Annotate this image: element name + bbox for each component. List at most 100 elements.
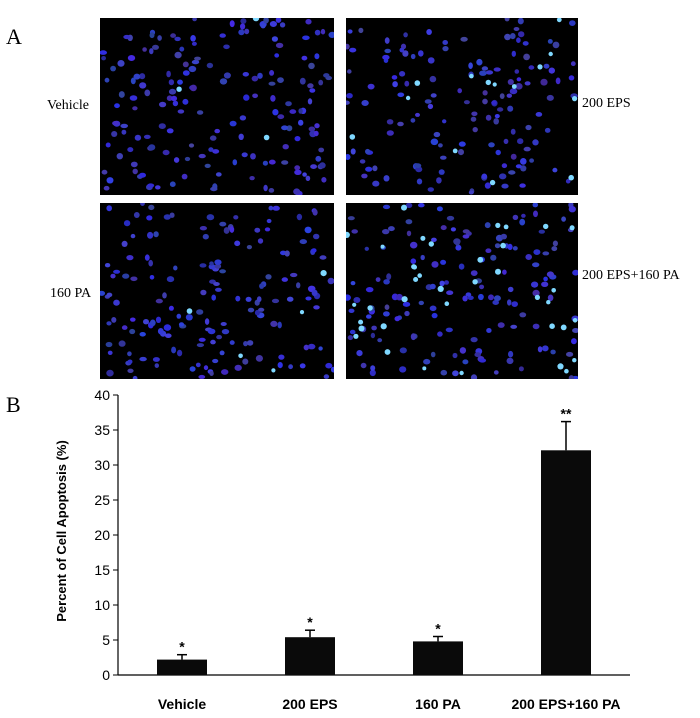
nucleus [149, 319, 156, 327]
nucleus [399, 347, 407, 354]
nucleus [246, 245, 252, 250]
nucleus [130, 317, 136, 322]
nucleus [106, 205, 112, 212]
nucleus [219, 221, 227, 227]
nucleus [213, 282, 220, 286]
nucleus [299, 77, 306, 85]
nucleus [485, 70, 494, 75]
nucleus [111, 317, 117, 323]
nucleus [305, 18, 312, 25]
nucleus [565, 178, 571, 184]
nucleus [415, 112, 420, 117]
nucleus [371, 325, 377, 331]
nucleus [510, 324, 518, 329]
nucleus [210, 339, 216, 345]
nucleus [113, 269, 121, 274]
nucleus [410, 53, 416, 60]
nucleus [446, 215, 455, 221]
nucleus [440, 225, 447, 231]
nucleus [514, 69, 520, 74]
nucleus [284, 250, 290, 257]
nucleus [152, 357, 160, 362]
nucleus [507, 105, 514, 112]
apoptotic-nucleus [551, 288, 556, 293]
nucleus [519, 218, 526, 226]
nucleus [133, 212, 140, 218]
micrograph-160-pa [100, 203, 334, 379]
nucleus [561, 216, 566, 222]
nucleus [221, 329, 230, 335]
significance-label: ** [561, 406, 572, 422]
nucleus [325, 362, 333, 369]
nucleus [251, 75, 259, 82]
nucleus [289, 109, 297, 114]
nucleus [397, 121, 404, 127]
nucleus [488, 294, 494, 301]
nucleus [347, 69, 352, 74]
nucleus [429, 283, 436, 290]
nucleus [200, 289, 207, 296]
image-label-200-eps-160-pa: 200 EPS+160 PA [582, 268, 680, 283]
nucleus [533, 210, 538, 218]
nucleus [121, 240, 128, 247]
nucleus [476, 58, 483, 66]
nucleus [399, 47, 405, 53]
nucleus [497, 322, 505, 328]
nucleus [386, 130, 394, 136]
nucleus [270, 320, 278, 327]
nucleus [568, 206, 576, 213]
nucleus [243, 94, 250, 101]
nucleus [272, 109, 279, 116]
nucleus [257, 72, 263, 79]
nucleus [346, 100, 350, 105]
nucleus [430, 138, 439, 146]
nucleus [405, 203, 413, 208]
nucleus [196, 343, 204, 348]
nucleus [436, 206, 443, 212]
nucleus [511, 301, 518, 307]
nucleus [383, 279, 390, 285]
nucleus [542, 251, 550, 256]
nucleus [238, 29, 245, 36]
nucleus [229, 226, 235, 233]
y-tick-label: 15 [94, 562, 110, 578]
apoptotic-nucleus [380, 323, 387, 330]
nucleus [410, 333, 416, 341]
nucleus [382, 204, 391, 210]
nucleus [258, 307, 265, 312]
nucleus [547, 294, 554, 302]
nucleus [130, 276, 138, 282]
nucleus [479, 70, 487, 76]
nucleus [568, 375, 575, 379]
nucleus [255, 355, 263, 362]
nucleus [302, 172, 307, 177]
nucleus [140, 203, 145, 206]
nucleus [462, 229, 470, 234]
nucleus [439, 280, 445, 287]
apoptotic-nucleus [534, 294, 540, 300]
nucleus [152, 44, 159, 50]
nucleus [139, 82, 147, 89]
nucleus [520, 165, 527, 172]
nucleus [515, 164, 522, 169]
nucleus [384, 37, 390, 44]
nucleus [410, 118, 416, 123]
nucleus [294, 136, 301, 142]
nucleus [506, 357, 514, 365]
nucleus [395, 293, 403, 301]
y-tick-label: 40 [94, 387, 110, 403]
nucleus [118, 91, 125, 98]
nucleus [470, 337, 478, 343]
nucleus [127, 368, 134, 373]
nucleus [427, 103, 434, 110]
apoptotic-nucleus [384, 349, 391, 355]
nucleus [304, 226, 312, 234]
nucleus [184, 156, 191, 162]
nucleus [265, 274, 272, 280]
nucleus [285, 101, 292, 107]
nucleus [220, 322, 227, 326]
nucleus [143, 319, 149, 325]
nucleus [170, 95, 178, 102]
nucleus [431, 312, 438, 319]
nucleus [303, 344, 309, 351]
